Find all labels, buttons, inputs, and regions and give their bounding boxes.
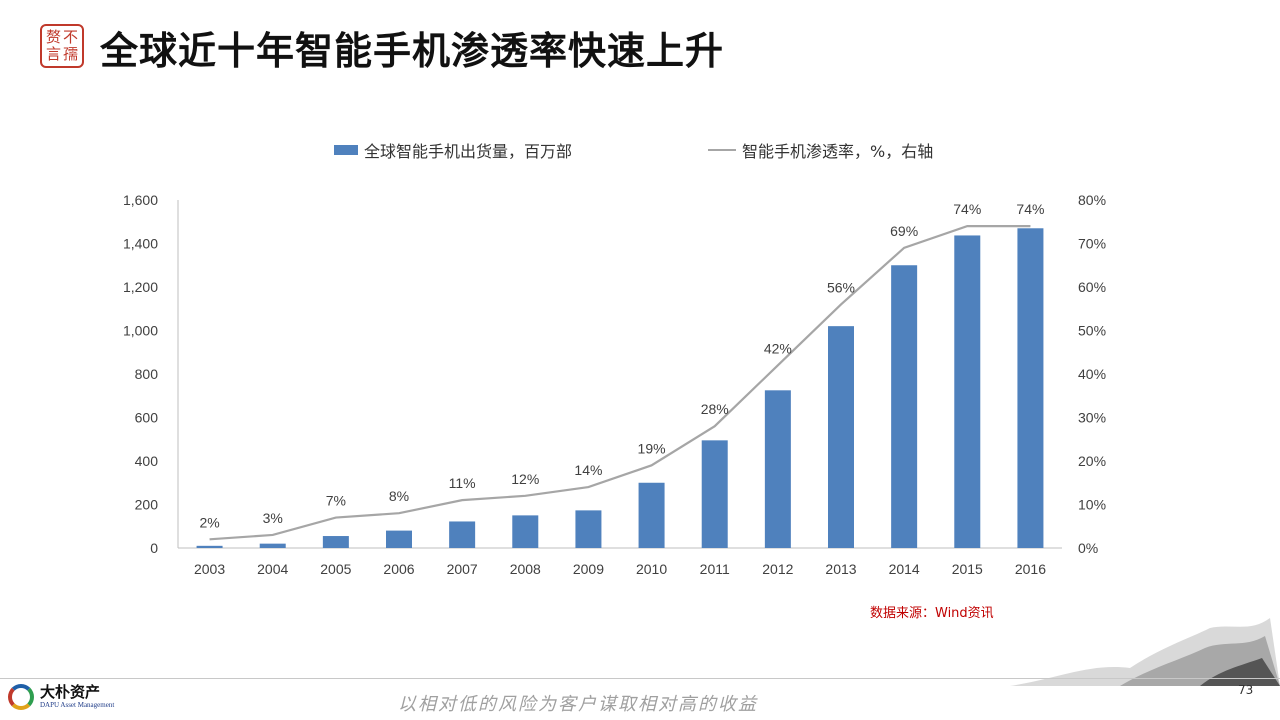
x-tick-label: 2007 — [447, 561, 478, 577]
bar — [701, 440, 728, 548]
legend-label-line: 智能手机渗透率，%，右轴 — [742, 142, 934, 161]
seal-char: 言 — [45, 45, 61, 63]
x-tick-label: 2010 — [636, 561, 667, 577]
bar — [259, 543, 286, 548]
company-logo: 大朴资产 DAPU Asset Management — [8, 684, 114, 710]
bar — [1017, 228, 1044, 548]
legend-swatch-line — [708, 149, 736, 151]
page-number: 73 — [1238, 683, 1254, 697]
logo-ring-icon — [8, 684, 34, 710]
y-left-tick-label: 1,000 — [123, 323, 158, 339]
footer-slogan: 以相对低的风险为客户谋取相对高的收益 — [398, 694, 758, 715]
line-data-label: 42% — [764, 340, 792, 356]
y-right-tick-label: 70% — [1078, 236, 1106, 252]
bar — [386, 530, 412, 548]
x-tick-label: 2011 — [700, 561, 730, 577]
logo-name-en: DAPU Asset Management — [40, 701, 115, 709]
line-data-label: 74% — [1016, 201, 1044, 217]
chart-legend: 全球智能手机出货量，百万部 智能手机渗透率，%，右轴 — [0, 138, 1280, 162]
bar — [891, 265, 918, 548]
y-right-tick-label: 40% — [1078, 366, 1106, 382]
x-tick-label: 2005 — [320, 561, 351, 577]
x-tick-label: 2006 — [383, 561, 414, 577]
x-tick-label: 2008 — [510, 561, 541, 577]
bar — [449, 521, 476, 548]
x-tick-label: 2004 — [257, 561, 288, 577]
y-right-tick-label: 60% — [1078, 279, 1106, 295]
legend-item-bars: 全球智能手机出货量，百万部 — [334, 138, 572, 162]
y-left-tick-label: 400 — [135, 453, 159, 469]
y-left-tick-label: 1,200 — [123, 279, 158, 295]
y-left-tick-label: 1,400 — [123, 236, 158, 252]
y-right-tick-label: 10% — [1078, 497, 1106, 513]
y-right-tick-label: 30% — [1078, 410, 1106, 426]
line-data-label: 12% — [511, 471, 539, 487]
legend-item-line: 智能手机渗透率，%，右轴 — [708, 138, 933, 162]
y-left-tick-label: 0 — [150, 540, 158, 556]
bar — [322, 536, 349, 548]
y-left-tick-label: 800 — [135, 366, 159, 382]
line-data-label: 56% — [827, 279, 855, 295]
line-data-label: 8% — [389, 488, 409, 504]
bar — [764, 390, 791, 548]
line-data-label: 2% — [199, 514, 219, 530]
bar — [638, 482, 665, 548]
line-data-label: 3% — [263, 510, 283, 526]
footer-divider — [0, 678, 1280, 679]
penetration-line — [209, 225, 1031, 541]
y-left-tick-label: 600 — [135, 410, 159, 426]
line-data-label: 74% — [953, 201, 981, 217]
logo-name-cn: 大朴资产 — [40, 683, 101, 701]
line-data-label: 14% — [574, 462, 602, 478]
line-data-label: 7% — [326, 493, 346, 509]
x-tick-label: 2014 — [889, 561, 920, 577]
bar — [575, 510, 602, 548]
y-left-tick-label: 200 — [135, 497, 159, 513]
line-data-label: 28% — [701, 401, 729, 417]
ink-landscape-decoration — [1010, 618, 1280, 686]
y-right-tick-label: 50% — [1078, 323, 1106, 339]
x-tick-label: 2016 — [1015, 561, 1046, 577]
x-tick-label: 2013 — [825, 561, 856, 577]
seal-char: 赘 — [45, 28, 61, 46]
bar — [954, 235, 981, 548]
line-data-label: 11% — [449, 475, 476, 491]
bar — [512, 515, 539, 548]
y-right-tick-label: 20% — [1078, 453, 1106, 469]
legend-swatch-bar — [334, 145, 358, 155]
data-source: 数据来源：Wind资讯 — [870, 606, 994, 621]
x-tick-label: 2009 — [573, 561, 604, 577]
y-right-tick-label: 80% — [1078, 192, 1106, 208]
legend-label-bars: 全球智能手机出货量，百万部 — [364, 142, 573, 161]
y-right-tick-label: 0% — [1078, 540, 1098, 556]
y-left-tick-label: 1,600 — [123, 192, 158, 208]
x-tick-label: 2012 — [762, 561, 793, 577]
seal-char: 孺 — [62, 45, 78, 63]
seal-char: 不 — [62, 28, 78, 46]
bar — [196, 545, 223, 548]
seal-logo: 赘 不 言 孺 — [40, 24, 84, 68]
x-tick-label: 2003 — [194, 561, 225, 577]
line-data-label: 19% — [638, 440, 666, 456]
x-tick-label: 2015 — [952, 561, 983, 577]
page-title: 全球近十年智能手机渗透率快速上升 — [100, 29, 725, 73]
combo-chart: 0 200 400 600 800 1,000 1,200 1,400 1,600 0% 10% 20… — [123, 192, 1106, 577]
line-data-label: 69% — [890, 223, 918, 239]
bar — [828, 326, 854, 548]
